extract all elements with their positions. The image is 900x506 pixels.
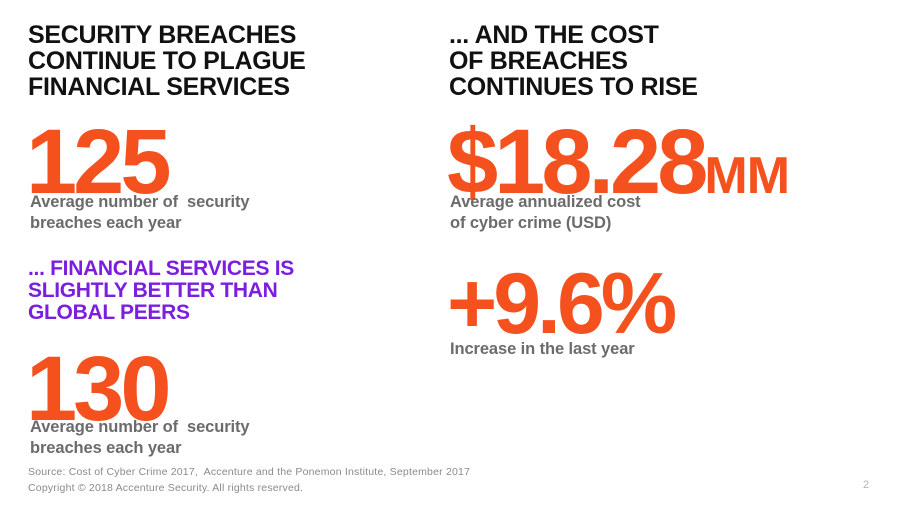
stat-cost-caption: Average annualized cost of cyber crime (…: [450, 193, 641, 232]
copyright-line: Copyright © 2018 Accenture Security. All…: [28, 482, 304, 494]
stat-breaches-financial-value: 125: [26, 111, 171, 213]
stat-increase-caption: Increase in the last year: [450, 340, 635, 358]
stat-cost-unit: MM: [704, 147, 790, 205]
source-line: Source: Cost of Cyber Crime 2017, Accent…: [28, 466, 471, 478]
stat-cost-value: $18.28MM: [447, 116, 790, 216]
stat-breaches-global-value: 130: [26, 338, 171, 440]
stat-breaches-global-caption: Average number of security breaches each…: [30, 418, 250, 457]
page-number: 2: [863, 479, 870, 491]
left-heading: SECURITY BREACHES CONTINUE TO PLAGUE FIN…: [28, 21, 306, 101]
left-subheading: ... FINANCIAL SERVICES IS SLIGHTLY BETTE…: [28, 257, 294, 324]
stat-cost-amount: $18.28: [447, 111, 708, 213]
stat-breaches-financial-caption: Average number of security breaches each…: [30, 193, 250, 232]
stat-increase-value: +9.6%: [447, 256, 677, 352]
right-heading: ... AND THE COST OF BREACHES CONTINUES T…: [449, 21, 698, 101]
